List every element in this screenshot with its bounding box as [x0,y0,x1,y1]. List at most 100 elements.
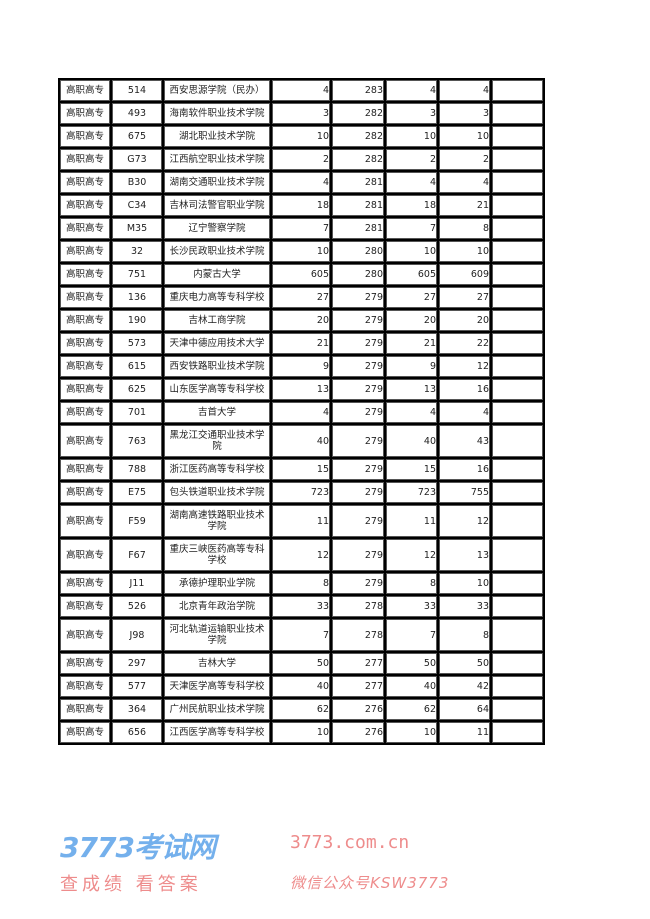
plan-count-cell: 4 [272,172,330,193]
plan-count-cell: 4 [272,402,330,423]
code-cell: 788 [112,459,162,480]
admitted-count-cell: 10 [386,241,437,262]
min-score-cell: 278 [332,596,384,617]
remark-cell [492,241,543,262]
admitted-count-cell: 62 [386,699,437,720]
remark-cell [492,619,543,651]
code-cell: 763 [112,425,162,457]
admitted-count-cell: 13 [386,379,437,400]
school-name-cell: 江西医学高等专科学校 [164,722,270,743]
min-score-cell: 282 [332,103,384,124]
school-name-cell: 北京青年政治学院 [164,596,270,617]
total-count-cell: 22 [439,333,490,354]
min-score-cell: 281 [332,195,384,216]
level-cell: 高职高专 [60,505,110,537]
table-row: 高职高专 573 天津中德应用技术大学 21 279 21 22 [60,333,543,354]
table-row: 高职高专 32 长沙民政职业技术学院 10 280 10 10 [60,241,543,262]
total-count-cell: 2 [439,149,490,170]
admitted-count-cell: 50 [386,653,437,674]
school-name-cell: 江西航空职业技术学院 [164,149,270,170]
code-cell: 573 [112,333,162,354]
total-count-cell: 21 [439,195,490,216]
school-name-cell: 广州民航职业技术学院 [164,699,270,720]
table-row: 高职高专 C34 吉林司法警官职业学院 18 281 18 21 [60,195,543,216]
level-cell: 高职高专 [60,333,110,354]
code-cell: 751 [112,264,162,285]
remark-cell [492,80,543,101]
admitted-count-cell: 40 [386,676,437,697]
total-count-cell: 42 [439,676,490,697]
code-cell: G73 [112,149,162,170]
table-row: 高职高专 656 江西医学高等专科学校 10 276 10 11 [60,722,543,743]
remark-cell [492,539,543,571]
min-score-cell: 282 [332,126,384,147]
total-count-cell: 13 [439,539,490,571]
level-cell: 高职高专 [60,379,110,400]
table-row: 高职高专 577 天津医学高等专科学校 40 277 40 42 [60,676,543,697]
plan-count-cell: 40 [272,676,330,697]
level-cell: 高职高专 [60,287,110,308]
level-cell: 高职高专 [60,722,110,743]
min-score-cell: 279 [332,539,384,571]
min-score-cell: 281 [332,172,384,193]
table-row: 高职高专 615 西安铁路职业技术学院 9 279 9 12 [60,356,543,377]
level-cell: 高职高专 [60,459,110,480]
admitted-count-cell: 11 [386,505,437,537]
min-score-cell: 277 [332,653,384,674]
admitted-count-cell: 27 [386,287,437,308]
remark-cell [492,505,543,537]
remark-cell [492,699,543,720]
remark-cell [492,676,543,697]
min-score-cell: 279 [332,573,384,594]
plan-count-cell: 13 [272,379,330,400]
code-cell: F67 [112,539,162,571]
total-count-cell: 755 [439,482,490,503]
level-cell: 高职高专 [60,425,110,457]
table-row: 高职高专 751 内蒙古大学 605 280 605 609 [60,264,543,285]
code-cell: J11 [112,573,162,594]
level-cell: 高职高专 [60,402,110,423]
total-count-cell: 8 [439,218,490,239]
table-row: 高职高专 F67 重庆三峡医药高等专科学校 12 279 12 13 [60,539,543,571]
remark-cell [492,149,543,170]
school-name-cell: 吉首大学 [164,402,270,423]
remark-cell [492,310,543,331]
min-score-cell: 279 [332,287,384,308]
table-row: 高职高专 J11 承德护理职业学院 8 279 8 10 [60,573,543,594]
admitted-count-cell: 40 [386,425,437,457]
table-row: 高职高专 297 吉林大学 50 277 50 50 [60,653,543,674]
level-cell: 高职高专 [60,699,110,720]
admitted-count-cell: 12 [386,539,437,571]
table-row: 高职高专 M35 辽宁警察学院 7 281 7 8 [60,218,543,239]
school-name-cell: 河北轨道运输职业技术学院 [164,619,270,651]
code-cell: 625 [112,379,162,400]
admitted-count-cell: 2 [386,149,437,170]
code-cell: 190 [112,310,162,331]
total-count-cell: 16 [439,379,490,400]
level-cell: 高职高专 [60,676,110,697]
code-cell: M35 [112,218,162,239]
min-score-cell: 283 [332,80,384,101]
admitted-count-cell: 8 [386,573,437,594]
code-cell: 32 [112,241,162,262]
total-count-cell: 16 [439,459,490,480]
table-row: 高职高专 136 重庆电力高等专科学校 27 279 27 27 [60,287,543,308]
code-cell: 656 [112,722,162,743]
table-row: 高职高专 514 西安思源学院（民办） 4 283 4 4 [60,80,543,101]
code-cell: J98 [112,619,162,651]
code-cell: 364 [112,699,162,720]
table-row: 高职高专 526 北京青年政治学院 33 278 33 33 [60,596,543,617]
plan-count-cell: 9 [272,356,330,377]
min-score-cell: 279 [332,310,384,331]
remark-cell [492,287,543,308]
plan-count-cell: 10 [272,126,330,147]
school-name-cell: 湖南交通职业技术学院 [164,172,270,193]
min-score-cell: 279 [332,333,384,354]
watermark-wechat: 微信公众号KSW3773 [290,874,450,892]
total-count-cell: 4 [439,172,490,193]
admitted-count-cell: 4 [386,402,437,423]
admitted-count-cell: 21 [386,333,437,354]
remark-cell [492,264,543,285]
admitted-count-cell: 20 [386,310,437,331]
admitted-count-cell: 10 [386,126,437,147]
